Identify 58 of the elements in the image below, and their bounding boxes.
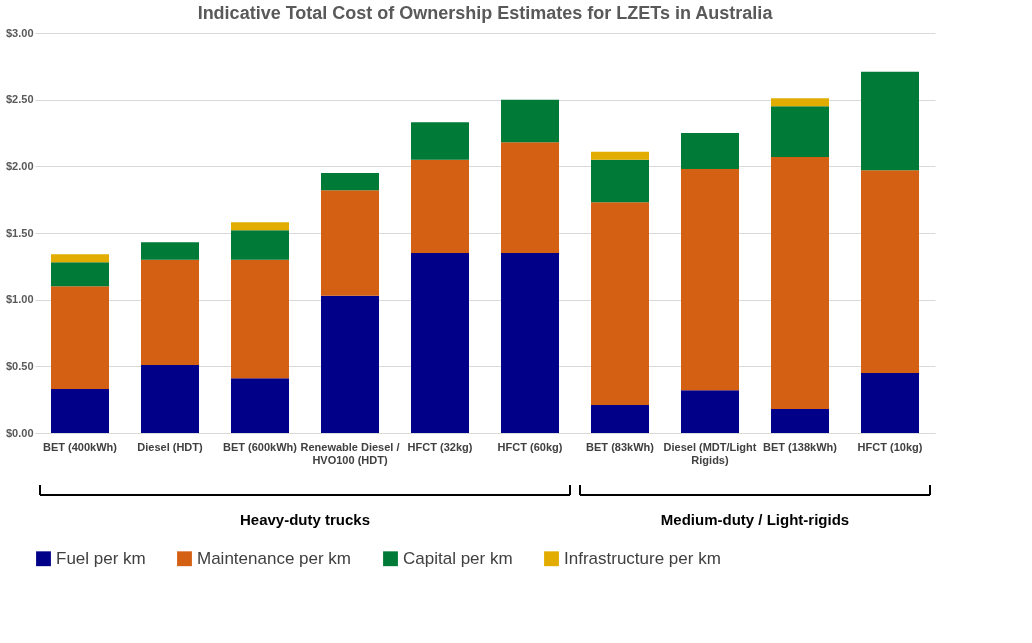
bar bbox=[321, 190, 379, 296]
bar bbox=[681, 169, 739, 391]
bar bbox=[501, 99, 559, 143]
bar bbox=[501, 253, 559, 433]
legend-label: Capital per km bbox=[403, 548, 513, 568]
bar bbox=[231, 230, 289, 260]
bar bbox=[141, 365, 199, 433]
x-tick-label: BET (400kWh) bbox=[43, 440, 118, 453]
x-tick-label: HFCT (60kg) bbox=[497, 440, 563, 453]
x-tick-label: BET (83kWh) bbox=[586, 440, 655, 453]
y-tick-label: $3.00 bbox=[5, 26, 34, 39]
bar bbox=[231, 259, 289, 379]
bar bbox=[681, 133, 739, 169]
bar bbox=[501, 142, 559, 253]
bar bbox=[861, 373, 919, 433]
bar bbox=[591, 202, 649, 405]
bar bbox=[141, 242, 199, 260]
bar bbox=[591, 405, 649, 433]
legend-label: Maintenance per km bbox=[197, 548, 352, 568]
y-tick-label: $0.50 bbox=[5, 359, 34, 372]
bar bbox=[51, 389, 109, 433]
y-tick-label: $0.00 bbox=[5, 426, 34, 439]
bar bbox=[411, 122, 469, 160]
y-tick-label: $2.50 bbox=[5, 93, 34, 106]
x-tick-label: Renewable Diesel / HVO100 (HDT) bbox=[300, 440, 400, 466]
x-tick-label: Diesel (MDT/Light Rigids) bbox=[663, 440, 757, 466]
bar bbox=[141, 259, 199, 365]
bar bbox=[591, 151, 649, 160]
bar bbox=[771, 106, 829, 157]
bar bbox=[681, 390, 739, 433]
x-tick-label: BET (138kWh) bbox=[763, 440, 838, 453]
bar bbox=[591, 159, 649, 203]
bar bbox=[231, 222, 289, 231]
bar bbox=[861, 170, 919, 373]
bar bbox=[321, 295, 379, 433]
legend-label: Infrastructure per km bbox=[564, 548, 721, 568]
y-tick-label: $2.00 bbox=[5, 159, 34, 172]
y-tick-label: $1.00 bbox=[5, 293, 34, 306]
bar bbox=[321, 173, 379, 191]
y-tick-label: $1.50 bbox=[5, 226, 34, 239]
bar bbox=[51, 254, 109, 263]
x-tick-label: HFCT (10kg) bbox=[857, 440, 923, 453]
text: Medium-duty / Light-rigids bbox=[660, 511, 850, 528]
chart-title: Indicative Total Cost of Ownership Estimates for LZETs in Australia bbox=[197, 3, 774, 23]
bar bbox=[771, 157, 829, 409]
x-tick-label: BET (600kWh) bbox=[223, 440, 298, 453]
bar bbox=[51, 286, 109, 389]
bar bbox=[51, 262, 109, 287]
x-tick-label: HFCT (32kg) bbox=[407, 440, 473, 453]
bar bbox=[861, 71, 919, 171]
bar bbox=[771, 409, 829, 433]
legend-label: Fuel per km bbox=[56, 548, 146, 568]
bar bbox=[771, 98, 829, 107]
text: Heavy-duty trucks bbox=[239, 511, 371, 528]
bar bbox=[411, 159, 469, 253]
bar bbox=[411, 253, 469, 433]
bar bbox=[231, 378, 289, 433]
x-tick-label: Diesel (HDT) bbox=[137, 440, 204, 453]
